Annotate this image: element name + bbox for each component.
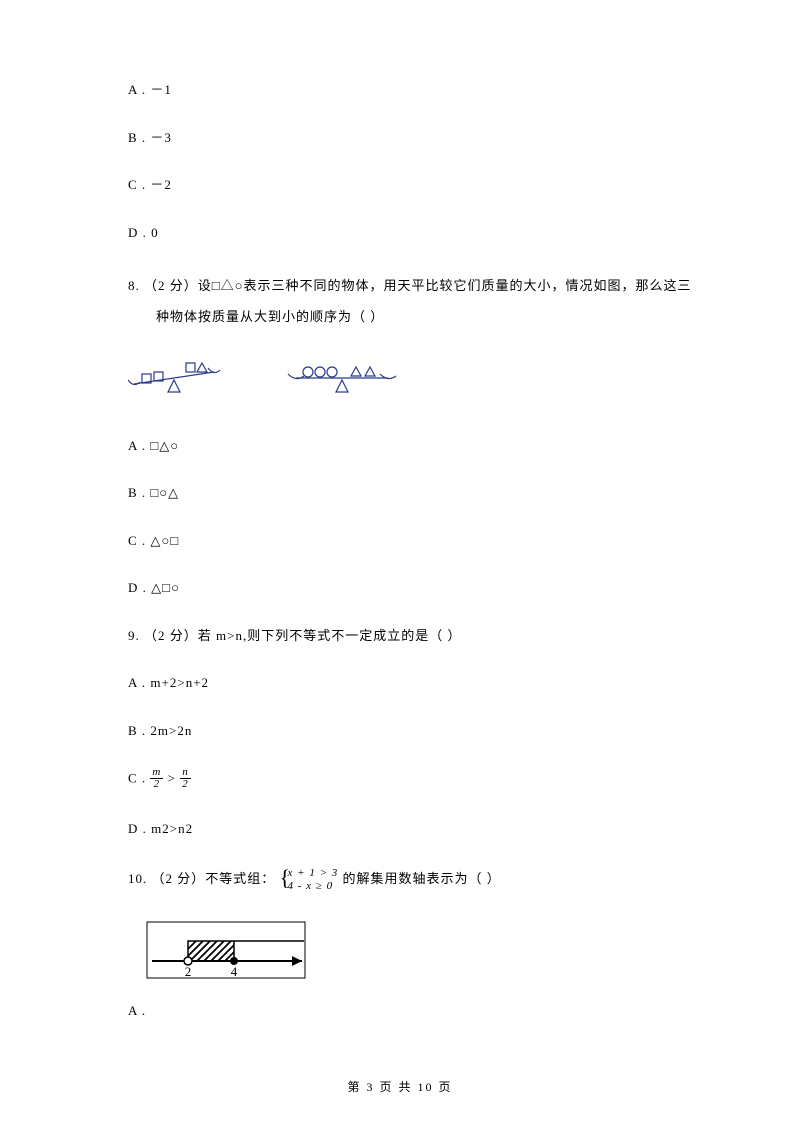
brace-icon: { xyxy=(280,865,292,891)
q7-option-d: D . 0 xyxy=(128,223,700,243)
q9-option-b: B . 2m>2n xyxy=(128,721,700,741)
q8-stem: 8. （2 分）设□△○表示三种不同的物体，用天平比较它们质量的大小，情况如图，… xyxy=(128,270,700,332)
q8-option-a: A . □△○ xyxy=(128,436,700,456)
svg-text:4: 4 xyxy=(231,964,238,979)
q10-system: { x + 1 > 3 4 - x ≥ 0 xyxy=(280,867,339,893)
q9-option-d: D . m2>n2 xyxy=(128,819,700,839)
q7-option-c: C . －2 xyxy=(128,175,700,195)
q9-stem: 9. （2 分）若 m>n,则下列不等式不一定成立的是（ ） xyxy=(128,626,700,646)
page-footer: 第 3 页 共 10 页 xyxy=(0,1078,800,1096)
q10-stem-prefix: 10. （2 分）不等式组： xyxy=(128,871,280,886)
q9-option-a: A . m+2>n+2 xyxy=(128,673,700,693)
q8-scales-figure xyxy=(128,360,700,406)
q9-frac-m2: m 2 xyxy=(150,767,163,790)
q10-stem-suffix: 的解集用数轴表示为（ ） xyxy=(343,871,501,886)
q10-numberline-figure: 2 4 xyxy=(128,921,700,989)
svg-text:2: 2 xyxy=(185,964,192,979)
q9-optc-prefix: C . xyxy=(128,771,150,786)
q9-frac-n2: n 2 xyxy=(180,767,191,790)
q10-stem: 10. （2 分）不等式组： { x + 1 > 3 4 - x ≥ 0 的解集… xyxy=(128,867,700,893)
q9-optc-gt: > xyxy=(168,771,176,786)
frac-den: 2 xyxy=(150,779,163,790)
q9-option-c: C . m 2 > n 2 xyxy=(128,768,700,791)
q8-option-b: B . □○△ xyxy=(128,483,700,503)
sys-row-2: 4 - x ≥ 0 xyxy=(288,880,339,893)
q8-option-c: C . △○□ xyxy=(128,531,700,551)
q8-option-d: D . △□○ xyxy=(128,578,700,598)
q10-option-a: A . xyxy=(128,1001,700,1021)
q7-option-a: A . －1 xyxy=(128,80,700,100)
q7-option-b: B . －3 xyxy=(128,128,700,148)
sys-row-1: x + 1 > 3 xyxy=(288,867,339,880)
frac-den: 2 xyxy=(180,779,191,790)
